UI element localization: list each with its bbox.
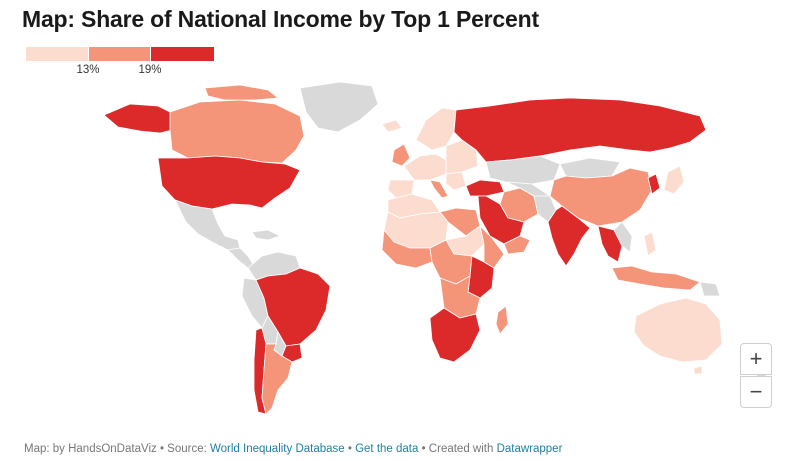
region-italy[interactable]	[429, 179, 449, 199]
get-data-link[interactable]: Get the data	[355, 443, 419, 455]
region-caribbean[interactable]	[251, 229, 281, 241]
legend-label-19: 19%	[138, 64, 162, 76]
region-mexico[interactable]	[174, 199, 241, 251]
datawrapper-link[interactable]: Datawrapper	[496, 443, 563, 455]
region-indochina[interactable]	[613, 221, 633, 253]
region-brazil[interactable]	[255, 267, 331, 347]
region-canada-arctic[interactable]	[204, 84, 279, 101]
region-usa[interactable]	[157, 155, 301, 210]
zoom-out-button[interactable]: −	[740, 376, 772, 408]
region-alaska[interactable]	[103, 103, 173, 134]
world-map[interactable]	[0, 80, 788, 430]
region-oman-yemen[interactable]	[503, 235, 531, 255]
legend-swatch-mid	[88, 47, 150, 61]
legend-label-13: 13%	[76, 64, 100, 76]
region-philippines[interactable]	[643, 231, 657, 257]
region-argentina[interactable]	[261, 343, 293, 415]
color-legend: 13% 19%	[26, 47, 214, 77]
region-india[interactable]	[547, 205, 591, 267]
region-papua[interactable]	[699, 281, 721, 297]
region-australia[interactable]	[633, 297, 723, 363]
region-malaysia-indonesia[interactable]	[611, 265, 701, 291]
footer-prefix: Map: by HandsOnDataViz • Source:	[24, 443, 210, 455]
region-uk-ireland[interactable]	[391, 143, 411, 167]
region-iceland[interactable]	[381, 119, 403, 133]
region-uruguay[interactable]	[281, 343, 303, 363]
region-madagascar[interactable]	[495, 305, 509, 335]
region-balkans[interactable]	[445, 171, 467, 191]
region-canada[interactable]	[169, 99, 305, 164]
map-title: Map: Share of National Income by Top 1 P…	[22, 6, 539, 32]
region-middle-east[interactable]	[477, 195, 525, 245]
region-korea[interactable]	[647, 173, 661, 195]
footer-created-with: • Created with	[418, 443, 497, 455]
region-southern-africa[interactable]	[429, 307, 481, 363]
region-scandinavia[interactable]	[415, 107, 457, 151]
source-link[interactable]: World Inequality Database	[210, 443, 345, 455]
footer-sep: •	[344, 443, 356, 455]
region-japan[interactable]	[663, 165, 685, 195]
footer-credits: Map: by HandsOnDataViz • Source: World I…	[24, 443, 562, 455]
region-central-america[interactable]	[227, 247, 255, 269]
legend-swatch-high	[150, 47, 214, 61]
region-greenland[interactable]	[299, 81, 379, 133]
legend-swatch-low	[26, 47, 88, 61]
region-mongolia[interactable]	[559, 157, 621, 179]
region-russia[interactable]	[453, 97, 707, 163]
region-tasmania[interactable]	[693, 365, 703, 375]
region-turkey[interactable]	[465, 179, 505, 197]
zoom-in-button[interactable]: +	[740, 343, 772, 375]
